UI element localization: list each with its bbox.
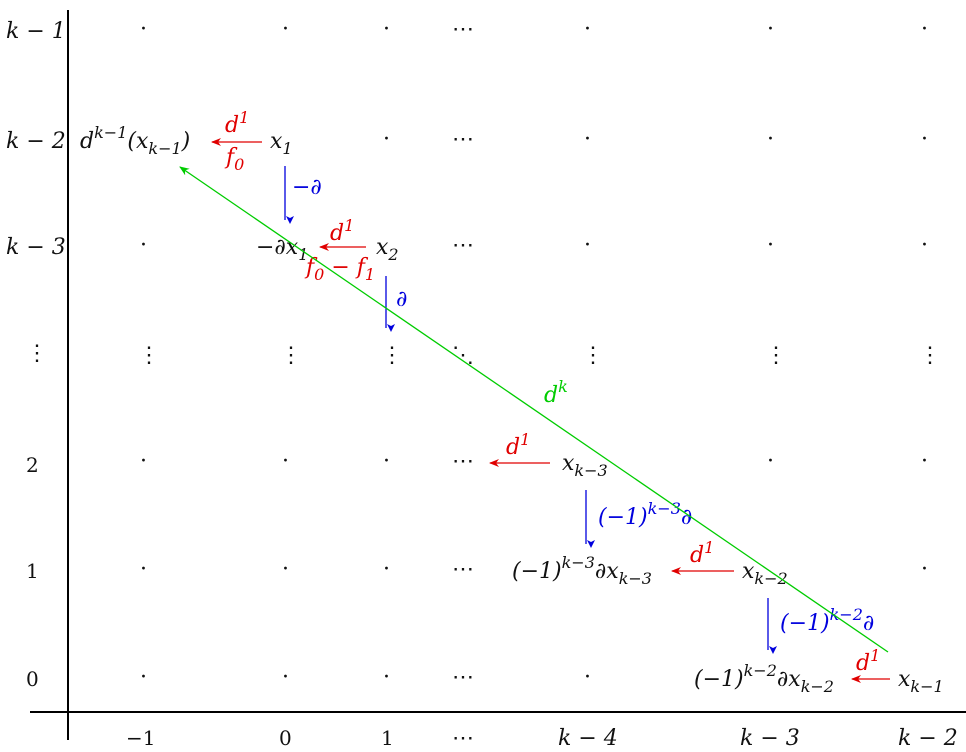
hdots: ⋯ [452, 233, 474, 258]
node-x-k-2: xk−2 [742, 559, 788, 588]
dot: · [921, 557, 928, 582]
x-label-hdots: ⋯ [452, 726, 474, 751]
hdots: ⋯ [452, 449, 474, 474]
vdots: ⋮ [919, 343, 941, 368]
x-label-k-2: k − 2 [898, 726, 958, 751]
vdots: ⋮ [138, 343, 160, 368]
dot: · [584, 127, 591, 152]
x-label-1: 1 [381, 726, 394, 750]
dot: · [584, 665, 591, 690]
x-label-k-3: k − 3 [740, 726, 800, 751]
vdots: ⋮ [765, 343, 787, 368]
label-d1: d1 [506, 430, 530, 460]
hdots: ⋯ [452, 557, 474, 582]
node-sign-k2-dx: (−1)k−2∂xk−2 [694, 661, 834, 696]
dot: · [921, 127, 928, 152]
y-label-k-1: k − 1 [6, 19, 66, 44]
dot: · [383, 449, 390, 474]
dot: · [767, 233, 774, 258]
node-neg-dx1: −∂x1 [256, 235, 308, 264]
label-d1: d1 [856, 646, 880, 676]
hdots: ⋯ [452, 17, 474, 42]
dot: · [140, 449, 147, 474]
x-label-neg1: −1 [126, 726, 155, 750]
label-d1: d1 [330, 216, 354, 246]
label-neg-partial: −∂ [292, 175, 322, 200]
dot: · [921, 17, 928, 42]
y-label-k-2: k − 2 [6, 129, 66, 154]
dot: · [383, 665, 390, 690]
label-d1: d1 [225, 108, 249, 138]
vdots: ⋮ [582, 343, 604, 368]
dot: · [767, 127, 774, 152]
y-label-k-3: k − 3 [6, 235, 66, 260]
dot: · [140, 557, 147, 582]
label-partial: ∂ [396, 287, 407, 312]
label-f0: f0 [224, 145, 244, 174]
label-f0-minus-f1: f0 − f1 [304, 255, 375, 284]
node-x2: x2 [376, 235, 399, 264]
dot: · [767, 17, 774, 42]
dot: · [282, 449, 289, 474]
label-sign-k2-partial: (−1)k−2∂ [780, 605, 874, 636]
dot: · [140, 17, 147, 42]
node-x1: x1 [270, 129, 293, 158]
dot: · [140, 233, 147, 258]
dot: · [921, 233, 928, 258]
dot: · [282, 17, 289, 42]
label-d1: d1 [690, 538, 714, 568]
x-label-0: 0 [279, 726, 292, 750]
vdots: ⋮ [381, 343, 403, 368]
dot: · [584, 233, 591, 258]
x-label-k-4: k − 4 [558, 726, 618, 751]
dot: · [383, 557, 390, 582]
y-label-vdots: ⋮ [26, 341, 48, 366]
dot: · [140, 665, 147, 690]
node-sign-k3-dx: (−1)k−3∂xk−3 [512, 553, 652, 588]
hdots: ⋯ [452, 665, 474, 690]
y-label-2: 2 [26, 453, 39, 477]
dot: · [383, 17, 390, 42]
y-label-0: 0 [26, 667, 39, 691]
label-sign-k3-partial: (−1)k−3∂ [598, 499, 692, 530]
node-x-k-3: xk−3 [562, 451, 608, 480]
dot: · [282, 557, 289, 582]
label-dk: dk [544, 377, 568, 408]
arrow-dk [179, 166, 889, 653]
dot: · [767, 449, 774, 474]
dot: · [921, 449, 928, 474]
dot: · [584, 17, 591, 42]
node-d-k-minus-1: dk−1(xk−1) [80, 123, 190, 158]
vdots: ⋮ [280, 343, 302, 368]
dot: · [383, 127, 390, 152]
y-label-1: 1 [26, 559, 39, 583]
hdots: ⋯ [452, 127, 474, 152]
dot: · [282, 665, 289, 690]
node-x-k-1: xk−1 [898, 667, 944, 696]
ddots: ⋱ [452, 343, 474, 368]
